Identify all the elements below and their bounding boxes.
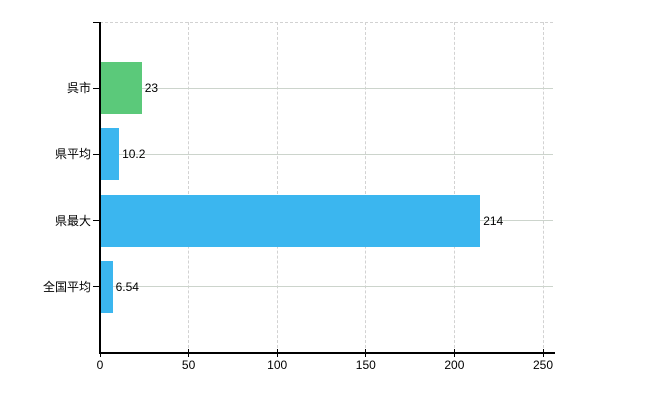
x-gridline bbox=[276, 22, 278, 353]
category-gridline bbox=[101, 286, 553, 288]
x-gridline bbox=[542, 22, 544, 353]
bar bbox=[101, 260, 113, 313]
x-axis-line bbox=[99, 352, 555, 354]
x-tick-label: 0 bbox=[96, 358, 104, 372]
bar-value-label: 214 bbox=[483, 213, 504, 228]
bar-value-label: 10.2 bbox=[122, 147, 146, 162]
category-label: 県最大 bbox=[54, 213, 91, 228]
bar bbox=[101, 62, 142, 115]
x-tick-label: 100 bbox=[267, 358, 288, 372]
x-gridline bbox=[453, 22, 455, 353]
bar bbox=[101, 194, 481, 247]
category-label: 県平均 bbox=[54, 147, 91, 162]
bar bbox=[101, 128, 120, 181]
y-axis-tick bbox=[93, 87, 100, 89]
category-gridline bbox=[101, 87, 553, 89]
x-gridline bbox=[365, 22, 367, 353]
x-tick-label: 200 bbox=[444, 358, 465, 372]
y-axis-tick bbox=[93, 153, 100, 155]
category-label: 呉市 bbox=[66, 81, 91, 96]
x-tick-label: 150 bbox=[355, 358, 376, 372]
category-label: 全国平均 bbox=[42, 279, 91, 294]
category-gridline bbox=[101, 153, 553, 155]
y-axis-top-tick bbox=[93, 22, 100, 23]
y-axis-line bbox=[99, 22, 101, 353]
plot-top-border bbox=[100, 22, 553, 23]
bar-value-label: 23 bbox=[144, 81, 159, 96]
y-axis-tick bbox=[93, 286, 100, 288]
x-tick-label: 50 bbox=[181, 358, 196, 372]
y-axis-tick bbox=[93, 220, 100, 222]
x-gridline bbox=[188, 22, 190, 353]
bar-value-label: 6.54 bbox=[115, 279, 139, 294]
x-tick-label: 250 bbox=[532, 358, 554, 372]
